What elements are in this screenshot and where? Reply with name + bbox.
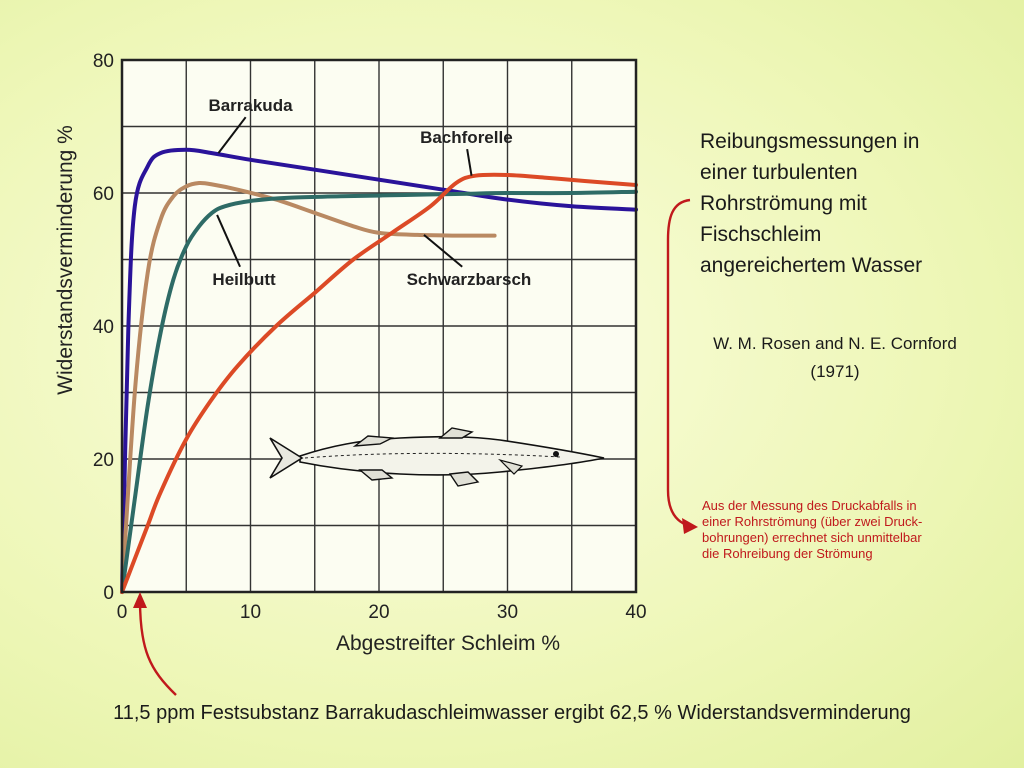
citation: W. M. Rosen and N. E. Cornford (1971) [690, 330, 980, 386]
x-tick-label: 0 [117, 602, 128, 623]
citation-year: (1971) [810, 362, 860, 381]
side-title-line: Rohrströmung mit [700, 192, 867, 215]
method-note-line: bohrungen) errechnet sich unmittelbar [702, 530, 922, 545]
fish-body [299, 435, 605, 476]
fish-eye [553, 451, 559, 457]
x-tick-label: 30 [497, 602, 518, 623]
x-tick-label: 40 [625, 602, 646, 623]
leader-line [217, 116, 247, 154]
grid [122, 60, 636, 592]
tick-labels: 0 10 20 30 40 0 20 40 60 80 [93, 51, 647, 623]
side-title-line: einer turbulenten [700, 161, 858, 184]
y-tick-label: 60 [93, 184, 114, 205]
fish-anal-fin [358, 469, 394, 481]
x-axis-label: Abgestreifter Schleim % [336, 632, 560, 655]
footnote: 11,5 ppm Festsubstanz Barrakudaschleimwa… [113, 702, 911, 724]
footnote-arrowhead [133, 592, 147, 608]
footnote-arrow [138, 599, 177, 696]
x-tick-label: 10 [240, 602, 261, 623]
series-group [120, 147, 638, 594]
barracuda-illustration [269, 427, 605, 487]
fish-pectoral-fin [497, 458, 524, 475]
fish-dorsal-fin-rear [438, 427, 474, 439]
method-note-line: die Rohreibung der Strömung [702, 546, 873, 561]
leader-line [216, 214, 241, 268]
leader-line [423, 234, 463, 268]
y-tick-label: 20 [93, 450, 114, 471]
side-title-line: Fischschleim [700, 223, 822, 246]
series-line-barrakuda [120, 147, 638, 594]
series-line-schwarzbarsch [120, 189, 638, 594]
y-tick-label: 0 [103, 583, 114, 604]
note-bracket-arrow [666, 198, 691, 528]
series-labels: Barrakuda Bachforelle Heilbutt Schwarzbarsc… [208, 96, 531, 289]
leader-line [466, 148, 473, 176]
citation-authors: W. M. Rosen and N. E. Cornford [713, 334, 957, 353]
fish-dorsal-fin-front [352, 435, 395, 447]
series-label-heilbutt: Heilbutt [212, 270, 276, 289]
method-note-line: Aus der Messung des Druckabfalls in [702, 498, 917, 513]
note-bracket-arrowhead [682, 518, 698, 534]
series-label-schwarzbarsch: Schwarzbarsch [407, 270, 532, 289]
side-title-line: Reibungsmessungen in [700, 130, 920, 153]
method-note: Aus der Messung des Druckabfalls in eine… [702, 498, 992, 562]
y-tick-label: 40 [93, 317, 114, 338]
fish-lateral-line [304, 452, 561, 459]
series-label-bachforelle: Bachforelle [420, 128, 513, 147]
y-axis-label: Widerstandsverminderung % [54, 125, 77, 395]
fish-tail [269, 437, 304, 479]
series-label-barrakuda: Barrakuda [208, 96, 293, 115]
x-tick-label: 20 [368, 602, 389, 623]
fish-ventral-fin [448, 471, 480, 487]
y-tick-label: 80 [93, 51, 114, 72]
side-title-line: angereichertem Wasser [700, 254, 923, 277]
side-title: Reibungsmessungen in einer turbulenten R… [700, 126, 1000, 281]
plot-frame [120, 58, 638, 594]
series-line-bachforelle [120, 172, 638, 594]
method-note-line: einer Rohrströmung (über zwei Druck- [702, 514, 923, 529]
